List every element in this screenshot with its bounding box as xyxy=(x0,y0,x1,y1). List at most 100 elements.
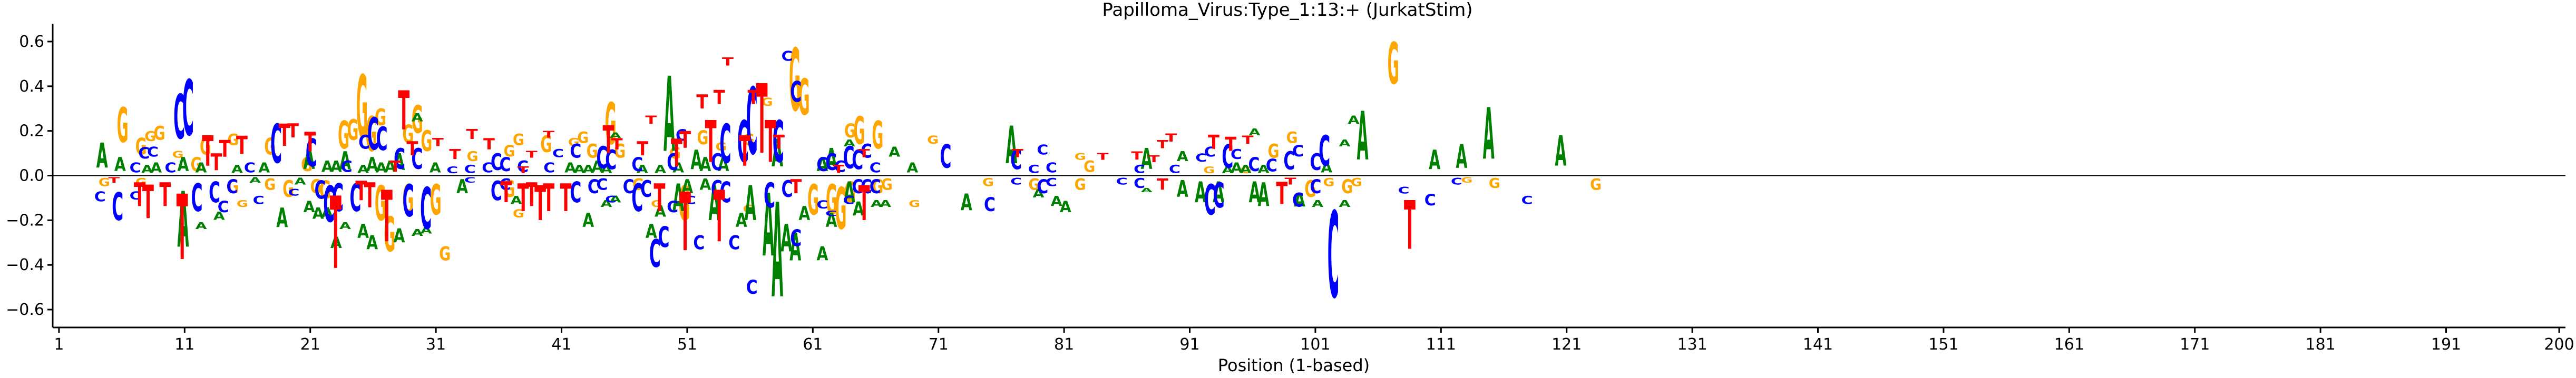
logo-letter-C-15-down-1: C xyxy=(288,187,300,198)
logo-letter-C-89-down-0: C xyxy=(1213,176,1225,216)
x-tick-label: 11 xyxy=(174,335,194,354)
logo-letter-T-64-up-0: T xyxy=(756,64,768,175)
x-tick-label: 151 xyxy=(1928,335,1958,354)
logo-letter-A-31-down-0: A xyxy=(456,176,469,198)
logo-letter-G-58-up-1: G xyxy=(762,95,773,108)
logo-letter-A-61-up-0: A xyxy=(772,131,783,175)
logo-letter-C-30-down-0: C xyxy=(420,176,432,243)
logo-letter-C-44-down-0: C xyxy=(597,176,608,193)
logo-letter-C-88-up-1: C xyxy=(1204,144,1216,160)
logo-letter-A-22-up-0: A xyxy=(357,162,369,175)
logo-letter-A-88-up-0: A xyxy=(1231,161,1242,176)
logo-letter-G-45-down-0: G xyxy=(632,175,644,193)
logo-letter-T-57-up-1: T xyxy=(696,91,708,113)
logo-letter-A-79-down-1: A xyxy=(1051,194,1062,209)
logo-letter-A-46-up-0: A xyxy=(637,162,648,175)
logo-letter-C-3-up-1: C xyxy=(138,144,150,162)
logo-letter-C-38-up-0: C xyxy=(543,160,555,176)
logo-letter-T-66-up-1: T xyxy=(773,132,785,154)
logo-letter-C-80-up-1: C xyxy=(1037,142,1048,158)
logo-letter-T-55-down-0: T xyxy=(679,176,691,269)
logo-letter-A-17-down-1: A xyxy=(313,204,325,222)
logo-letter-T-40-up-2: T xyxy=(543,129,554,140)
logo-letter-T-27-down-0: T xyxy=(381,176,393,259)
logo-letter-C-7-up-1: C xyxy=(182,64,194,153)
logo-letter-A-18-up-0: A xyxy=(321,157,334,175)
logo-letter-G-19-up-1: G xyxy=(338,113,349,157)
y-tick-label: 0.6 xyxy=(19,33,44,51)
logo-letter-C-99-down-1: C xyxy=(1398,184,1410,195)
logo-letter-T-75-down-0: T xyxy=(858,176,870,232)
logo-letter-C-85-up-0: C xyxy=(1169,163,1180,176)
logo-letter-A-87-up-0: A xyxy=(1222,164,1234,175)
x-tick-label: 101 xyxy=(1300,335,1330,354)
logo-letter-C-21-up-0: C xyxy=(341,158,353,175)
logo-letter-C-0-down-1: C xyxy=(94,189,106,205)
logo-letter-A-20-down-1: A xyxy=(339,220,352,231)
logo-letter-C-27-up-0: C xyxy=(394,143,405,176)
x-tick-label: 141 xyxy=(1803,335,1833,354)
logo-letter-G-10-down-0: G xyxy=(227,175,239,198)
logo-letter-C-41-up-1: C xyxy=(570,140,581,163)
logo-letter-G-13-down-0: G xyxy=(264,175,276,193)
logo-letter-C-83-down-0: C xyxy=(1134,175,1145,191)
logo-letter-T-25-down-0: T xyxy=(364,176,376,216)
logo-letter-G-70-down-0: G xyxy=(872,175,883,198)
logo-letter-A-3-up-0: A xyxy=(141,162,153,175)
logo-letter-C-98-down-1: C xyxy=(1328,187,1339,325)
logo-letter-T-28-up-0: T xyxy=(389,158,401,176)
logo-letter-C-69-up-0: C xyxy=(825,148,837,175)
axes: −0.6−0.4−0.20.00.20.40.61 11 21 31 41 51 61 71 8… xyxy=(6,24,2574,354)
logo-letter-C-64-down-0: C xyxy=(782,175,793,202)
logo-letter-G-36-up-1: G xyxy=(540,131,552,158)
logo-letter-A-39-up-0: A xyxy=(564,161,576,176)
logo-letter-G-51-up-1: G xyxy=(697,126,708,149)
logo-letter-A-15-down-0: A xyxy=(295,176,307,187)
logo-letter-C-51-up-0: C xyxy=(667,148,678,175)
logo-letter-G-17-down-0: G xyxy=(319,176,331,205)
logo-letter-C-74-up-0: C xyxy=(870,160,881,176)
logo-letter-C-60-down-1: C xyxy=(746,276,758,299)
logo-letter-A-44-up-1: A xyxy=(610,131,622,140)
logo-letter-G-26-up-1: G xyxy=(402,120,414,149)
logo-letter-A-19-up-0: A xyxy=(330,157,343,175)
logo-letter-G-26-down-0: G xyxy=(402,176,414,225)
logo-letter-A-22-down-1: A xyxy=(357,221,369,243)
logo-letter-G-31-up-1: G xyxy=(467,150,479,165)
logo-letter-A-73-down-1: A xyxy=(880,198,892,209)
x-tick-label: 81 xyxy=(1054,335,1074,354)
logo-letter-T-32-up-1: T xyxy=(449,146,461,162)
logo-letter-A-100-up-0: A xyxy=(1456,138,1468,176)
logo-letter-T-3-down-0: T xyxy=(134,175,145,214)
logo-letter-T-87-down-0: T xyxy=(1157,176,1168,194)
logo-letter-C-54-down-1: C xyxy=(693,231,705,254)
logo-letter-C-39-up-1: C xyxy=(552,147,564,160)
logo-letter-A-63-down-1: A xyxy=(789,225,801,269)
logo-letter-T-98-down-0: T xyxy=(1285,176,1296,187)
logo-letter-C-47-down-0: C xyxy=(631,177,643,221)
logo-letter-C-18-down-0: C xyxy=(315,176,326,205)
logo-letter-C-34-up-0: C xyxy=(491,148,502,175)
logo-letter-A-50-down-0: A xyxy=(672,176,684,220)
logo-letter-A-96-up-1: A xyxy=(1339,137,1351,148)
logo-letter-G-14-down-0: G xyxy=(282,175,294,203)
logo-letter-C-72-down-0: C xyxy=(852,175,863,198)
logo-letter-C-71-up-0: C xyxy=(843,140,855,176)
logo-letter-T-54-up-0: T xyxy=(671,132,682,176)
logo-letter-T-94-up-1: T xyxy=(1242,134,1254,147)
logo-letter-G-84-up-0: G xyxy=(1203,165,1215,176)
logo-letter-T-30-up-1: T xyxy=(406,138,418,160)
logo-letter-C-82-down-0: C xyxy=(1116,175,1128,186)
logo-letter-G-42-up-1: G xyxy=(605,91,617,158)
logo-letter-G-79-down-0: G xyxy=(1075,175,1086,193)
logo-letter-A-57-down-1: A xyxy=(736,209,748,231)
logo-letter-A-69-down-0: A xyxy=(844,176,855,210)
x-tick-label: 121 xyxy=(1552,335,1582,354)
logo-letter-C-50-down-1: C xyxy=(658,221,670,254)
logo-letter-G-98-up-1: G xyxy=(1388,30,1399,97)
logo-letter-A-91-down-0: A xyxy=(1258,176,1270,214)
logo-letter-G-11-down-1: G xyxy=(237,198,248,210)
x-axis-title: Position (1-based) xyxy=(1218,355,1370,375)
logo-letter-C-73-up-1: C xyxy=(861,140,872,163)
